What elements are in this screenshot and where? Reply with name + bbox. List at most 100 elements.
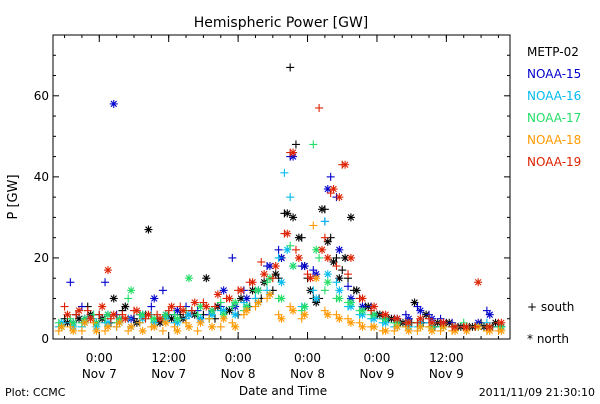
point-south-noaa-18 <box>239 310 248 319</box>
legend-entry-noaa-16: NOAA-16 <box>527 89 581 103</box>
point-south-noaa-18 <box>355 318 364 327</box>
point-north-noaa-19 <box>346 253 355 262</box>
point-south-noaa-19 <box>315 103 324 112</box>
point-north-noaa-18 <box>196 318 205 327</box>
point-north-metp-02 <box>109 294 118 303</box>
point-north-noaa-18 <box>381 326 390 335</box>
point-north-noaa-18 <box>80 318 89 327</box>
point-south-noaa-17 <box>320 286 329 295</box>
y-axis-ticks: 0 20 40 60 <box>34 54 510 346</box>
plot-frame <box>52 34 511 340</box>
point-north-noaa-19 <box>237 286 246 295</box>
point-south-noaa-18 <box>263 294 272 303</box>
point-north-metp-02 <box>294 233 303 242</box>
point-north-noaa-18 <box>161 318 170 327</box>
point-south-noaa-18 <box>344 314 353 323</box>
point-south-noaa-19 <box>413 318 422 327</box>
point-south-noaa-16 <box>320 217 329 226</box>
north-marker-legend: * north <box>527 332 569 346</box>
point-north-metp-02 <box>121 302 130 311</box>
point-north-noaa-18 <box>265 290 274 299</box>
point-south-noaa-18 <box>101 326 110 335</box>
x-tick-time-label: 12:00 <box>429 351 464 365</box>
point-north-noaa-19 <box>167 302 176 311</box>
point-north-noaa-18 <box>103 322 112 331</box>
point-south-noaa-17 <box>54 318 63 327</box>
point-south-noaa-16 <box>332 278 341 287</box>
x-tick-time-label: 0:00 <box>294 351 321 365</box>
point-north-noaa-15 <box>323 185 332 194</box>
point-north-noaa-19 <box>225 294 234 303</box>
point-north-noaa-15 <box>173 306 182 315</box>
legend-entry-metp-02: METP-02 <box>527 45 579 59</box>
point-south-noaa-18 <box>390 326 399 335</box>
point-north-noaa-17 <box>103 310 112 319</box>
point-south-noaa-18 <box>89 318 98 327</box>
point-north-noaa-17 <box>346 298 355 307</box>
point-south-noaa-18 <box>158 326 167 335</box>
point-north-noaa-16 <box>323 270 332 279</box>
point-north-metp-02 <box>346 213 355 222</box>
point-south-noaa-17 <box>170 310 179 319</box>
point-south-noaa-15 <box>309 266 318 275</box>
point-south-noaa-18 <box>193 326 202 335</box>
legend: METP-02 NOAA-15 NOAA-16 NOAA-17 NOAA-18 NOAA-… <box>527 45 581 169</box>
y-tick-label: 40 <box>34 170 49 184</box>
point-north-noaa-18 <box>393 322 402 331</box>
point-south-noaa-18 <box>124 326 133 335</box>
point-south-noaa-15 <box>77 302 86 311</box>
point-north-noaa-17 <box>358 306 367 315</box>
point-north-metp-02 <box>283 209 292 218</box>
point-north-noaa-19 <box>497 318 506 327</box>
point-south-metp-02 <box>286 63 295 72</box>
point-south-noaa-19 <box>367 306 376 315</box>
point-south-noaa-18 <box>112 322 121 331</box>
point-south-noaa-18 <box>274 310 283 319</box>
point-north-noaa-19 <box>190 298 199 307</box>
point-north-noaa-18 <box>312 274 321 283</box>
point-south-noaa-18 <box>413 326 422 335</box>
point-south-noaa-19 <box>332 262 341 271</box>
point-south-noaa-17 <box>309 140 318 149</box>
point-north-noaa-16 <box>312 294 321 303</box>
point-south-noaa-17 <box>66 314 75 323</box>
point-south-noaa-19 <box>257 257 266 266</box>
point-north-noaa-19 <box>416 314 425 323</box>
point-north-noaa-19 <box>260 270 269 279</box>
point-north-metp-02 <box>352 286 361 295</box>
point-north-noaa-18 <box>277 314 286 323</box>
point-south-noaa-19 <box>72 310 81 319</box>
point-north-noaa-15 <box>416 306 425 315</box>
point-north-noaa-15 <box>242 294 251 303</box>
point-south-metp-02 <box>291 140 300 149</box>
legend-entry-noaa-19: NOAA-19 <box>527 155 581 169</box>
point-north-noaa-19 <box>86 314 95 323</box>
point-south-noaa-16 <box>239 298 248 307</box>
point-south-noaa-18 <box>320 306 329 315</box>
point-north-noaa-19 <box>341 160 350 169</box>
point-south-noaa-18 <box>309 221 318 230</box>
point-north-noaa-18 <box>346 318 355 327</box>
point-south-noaa-18 <box>425 322 434 331</box>
point-north-noaa-19 <box>485 322 494 331</box>
point-north-noaa-17 <box>173 314 182 323</box>
point-south-noaa-15 <box>482 306 491 315</box>
point-north-noaa-18 <box>289 306 298 315</box>
point-south-noaa-16 <box>274 253 283 262</box>
point-south-noaa-17 <box>228 302 237 311</box>
point-north-noaa-19 <box>75 306 84 315</box>
point-south-noaa-19 <box>210 302 219 311</box>
point-north-noaa-18 <box>150 322 159 331</box>
point-south-noaa-15 <box>344 282 353 291</box>
point-south-noaa-19 <box>320 233 329 242</box>
point-north-noaa-17 <box>370 310 379 319</box>
point-south-noaa-15 <box>274 245 283 254</box>
point-south-noaa-15 <box>228 253 237 262</box>
point-north-noaa-17 <box>127 286 136 295</box>
point-north-noaa-15 <box>219 286 228 295</box>
point-south-noaa-18 <box>251 302 260 311</box>
point-south-noaa-19 <box>83 306 92 315</box>
point-south-noaa-17 <box>286 241 295 250</box>
point-north-metp-02 <box>410 298 419 307</box>
point-south-noaa-19 <box>268 274 277 283</box>
